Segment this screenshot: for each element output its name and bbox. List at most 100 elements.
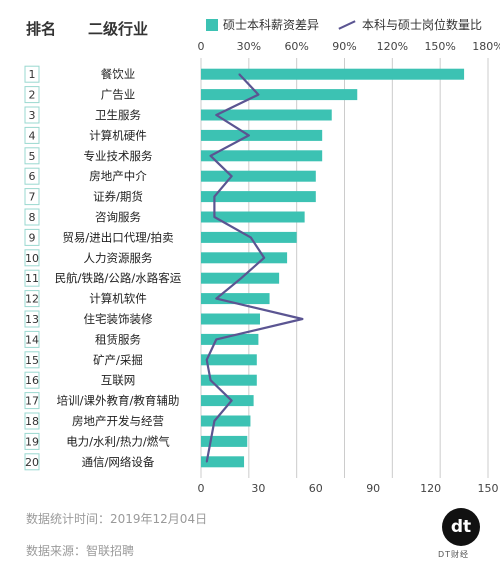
rank-label: 17 [25,395,39,408]
ratio-point [215,338,218,341]
category-label: 培训/课外教育/教育辅助 [57,394,180,408]
category-label: 计算机软件 [89,292,147,306]
category-label: 租赁服务 [95,332,141,346]
category-label: 广告业 [101,88,136,102]
ratio-point [263,257,265,259]
rank-box [24,147,40,165]
ratio-point [230,175,233,177]
bottom-axis-tick: 30 [251,482,265,495]
legend-bar-label: 硕士本科薪资差异 [223,18,320,32]
bar [201,293,270,305]
rank-box [24,126,40,144]
bar [201,374,257,386]
rank-box [24,228,40,246]
ratio-point [209,155,212,157]
ratio-point [240,277,242,280]
bar [201,313,260,325]
bottom-axis-tick: 120 [420,482,441,495]
bar [201,252,288,264]
rank-box [24,65,40,83]
ratio-point [205,461,208,463]
rank-box [24,432,40,450]
top-axis-tick: 30% [237,40,261,53]
bar [201,129,323,141]
rank-label: 15 [25,354,39,367]
rank-box [24,167,40,185]
category-label: 住宅装饰装修 [84,312,153,326]
category-label: 卫生服务 [95,108,141,122]
category-label: 房地产中介 [89,169,147,183]
rank-label: 7 [29,191,36,204]
legend-bar: 硕士本科薪资差异 [206,16,319,33]
bottom-axis-tick: 60 [309,482,323,495]
rank-box [24,106,40,124]
ratio-point [209,440,212,443]
rank-label: 12 [25,293,39,306]
category-label: 证券/期货 [93,190,143,204]
rank-label: 20 [25,456,39,469]
ratio-point [257,93,260,96]
ratio-point [213,216,216,218]
bar [201,354,257,366]
rank-header: 排名 [26,20,57,38]
bar [201,150,323,162]
rank-label: 1 [29,68,36,81]
category-label: 咨询服务 [95,210,141,224]
category-label: 人力资源服务 [84,251,153,265]
rank-label: 5 [29,150,36,163]
rank-label: 2 [29,89,36,102]
rank-label: 4 [29,129,36,142]
rank-box [24,351,40,369]
ratio-point [209,379,212,382]
data-source: 数据来源：智联招聘 [26,544,135,558]
bar [201,395,254,407]
rank-label: 9 [29,231,36,244]
top-axis-tick: 0 [198,40,205,53]
rank-label: 14 [25,333,39,346]
bar [201,89,358,101]
ratio-point [215,114,218,116]
rank-box [24,188,40,206]
bar [201,211,305,223]
rank-box [24,249,40,267]
bar [201,170,316,182]
category-label: 电力/水利/热力/燃气 [66,434,170,448]
top-axis-tick: 150% [424,40,455,53]
top-axis-tick: 120% [377,40,408,53]
rank-box [24,412,40,430]
ratio-line [205,73,304,463]
ratio-point [249,236,252,239]
bottom-axis-tick: 0 [198,482,205,495]
top-axis-tick: 60% [284,40,308,53]
bar [201,456,245,468]
category-label: 矿产/采掘 [93,353,143,367]
legend-bar-swatch [206,18,218,31]
ratio-point [215,297,218,300]
bottom-axis-tick: 150 [478,482,499,495]
category-label: 专业技术服务 [84,149,153,163]
rank-box [24,330,40,348]
category-label: 房地产开发与经营 [72,414,164,428]
stat-time: 数据统计时间：2019年12月04日 [26,512,208,526]
legend-line: 本科与硕士岗位数量比 [338,16,482,33]
bar [201,333,259,345]
bottom-axis-tick: 90 [366,482,380,495]
category-label: 贸易/进出口代理/拍卖 [62,230,173,244]
bar [201,435,248,447]
rank-label: 3 [29,109,36,122]
top-axis-tick: 180% [472,40,500,53]
rank-label: 16 [25,374,39,387]
rank-box [24,392,40,410]
rank-label: 8 [29,211,36,224]
rank-box [24,86,40,104]
ratio-point [213,195,216,198]
legend-line-label: 本科与硕士岗位数量比 [362,18,483,32]
bar [201,415,251,427]
industry-header: 二级行业 [88,20,149,38]
category-label: 互联网 [101,373,136,387]
category-label: 民航/铁路/公路/水路客运 [55,271,182,285]
ratio-point [238,73,241,75]
rank-label: 13 [25,313,39,326]
category-label: 通信/网络设备 [82,455,155,469]
